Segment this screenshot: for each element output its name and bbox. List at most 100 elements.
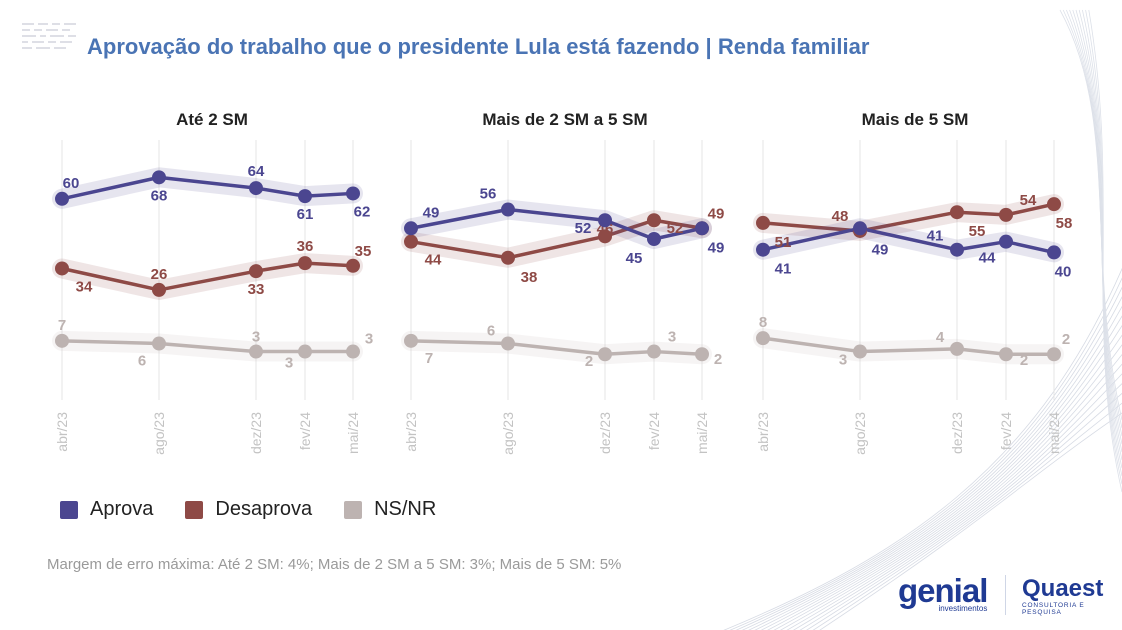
data-point-desaprova	[55, 261, 69, 276]
data-label-ns-nr: 3	[839, 352, 847, 369]
x-tick-label: ago/23	[852, 412, 868, 455]
wave-line	[773, 344, 1122, 630]
data-point-aprova	[999, 234, 1013, 249]
data-point-desaprova	[298, 256, 312, 271]
data-label-ns-nr: 3	[365, 331, 373, 348]
wave-line	[741, 296, 1122, 630]
genial-logo: genial investimentos	[898, 572, 988, 613]
panel-title: Mais de 2 SM a 5 SM	[482, 110, 647, 129]
data-label-desaprova: 51	[775, 234, 792, 251]
data-point-ns-nr	[249, 344, 263, 359]
data-point-desaprova	[152, 282, 166, 297]
panel-title: Até 2 SM	[176, 110, 248, 129]
wave-line	[819, 412, 1122, 630]
legend: Aprova Desaprova NS/NR	[60, 498, 468, 521]
x-tick-label: mai/24	[345, 412, 361, 454]
data-point-ns-nr	[695, 347, 709, 362]
data-label-ns-nr: 2	[714, 351, 722, 368]
data-label-desaprova: 33	[248, 281, 265, 298]
data-label-aprova: 56	[480, 186, 497, 203]
legend-swatch-aprova	[60, 500, 78, 519]
data-point-aprova	[152, 170, 166, 185]
data-label-ns-nr: 7	[58, 317, 66, 334]
data-point-ns-nr	[853, 344, 867, 359]
data-label-desaprova: 34	[76, 278, 93, 295]
data-point-aprova	[346, 186, 360, 201]
data-label-ns-nr: 6	[487, 323, 495, 340]
data-label-aprova: 62	[354, 203, 371, 220]
wave-line	[754, 315, 1122, 630]
wave-line	[767, 334, 1122, 630]
data-point-desaprova	[1047, 197, 1061, 212]
data-point-desaprova	[501, 250, 515, 265]
quaest-wordmark: Quaest	[1022, 575, 1104, 602]
x-tick-label: ago/23	[500, 412, 516, 455]
x-tick-label: abr/23	[403, 412, 419, 452]
data-point-ns-nr	[950, 341, 964, 356]
data-point-aprova	[695, 221, 709, 236]
x-tick-label: dez/23	[949, 412, 965, 454]
genial-subtitle: investimentos	[938, 604, 988, 613]
data-label-desaprova: 35	[355, 243, 372, 260]
legend-swatch-nsnr	[344, 500, 363, 519]
data-label-desaprova: 49	[708, 205, 725, 222]
data-label-aprova: 60	[63, 175, 80, 192]
data-point-ns-nr	[152, 336, 166, 351]
data-label-desaprova: 26	[151, 266, 168, 283]
data-point-desaprova	[999, 207, 1013, 222]
x-tick-label: dez/23	[248, 412, 264, 454]
data-point-desaprova	[950, 205, 964, 220]
data-label-aprova: 61	[297, 206, 314, 223]
genial-wordmark: genial	[898, 572, 988, 609]
data-label-ns-nr: 4	[936, 329, 945, 346]
wave-line	[1088, 9, 1122, 493]
data-point-desaprova	[756, 215, 770, 230]
data-label-ns-nr: 3	[668, 329, 676, 346]
data-label-aprova: 64	[248, 163, 265, 180]
margin-of-error-note: Margem de erro máxima: Até 2 SM: 4%; Mai…	[47, 556, 622, 573]
x-tick-label: mai/24	[694, 412, 710, 454]
wave-line	[780, 353, 1122, 630]
legend-item-nsnr: NS/NR	[344, 498, 436, 521]
legend-label: Aprova	[90, 498, 154, 520]
x-tick-label: abr/23	[755, 412, 771, 452]
data-point-aprova	[950, 242, 964, 257]
data-label-ns-nr: 2	[585, 353, 593, 370]
data-point-aprova	[647, 232, 661, 246]
data-point-ns-nr	[647, 344, 661, 359]
legend-item-aprova: Aprova	[60, 498, 153, 521]
data-point-ns-nr	[55, 333, 69, 348]
data-label-aprova: 41	[775, 261, 792, 278]
data-point-aprova	[1047, 245, 1061, 260]
data-point-desaprova	[598, 229, 612, 244]
data-label-desaprova: 38	[521, 269, 538, 286]
wave-line	[786, 363, 1122, 630]
corner-decoration	[22, 23, 76, 49]
data-point-ns-nr	[999, 347, 1013, 362]
data-point-desaprova	[249, 264, 263, 279]
data-label-ns-nr: 8	[759, 314, 767, 331]
data-label-aprova: 49	[708, 239, 725, 256]
data-label-aprova: 49	[423, 204, 440, 221]
quaest-subtitle: CONSULTORIA E PESQUISA	[1022, 602, 1085, 616]
data-point-aprova	[853, 221, 867, 236]
data-point-ns-nr	[501, 336, 515, 351]
x-tick-label: mai/24	[1046, 412, 1062, 454]
data-point-aprova	[249, 181, 263, 196]
data-label-desaprova: 48	[832, 208, 849, 225]
wave-line	[729, 277, 1122, 630]
data-point-desaprova	[346, 258, 360, 273]
data-label-ns-nr: 2	[1020, 352, 1028, 369]
wave-line	[760, 324, 1122, 630]
legend-label: NS/NR	[374, 498, 437, 520]
wave-line	[793, 373, 1122, 630]
data-point-ns-nr	[298, 344, 312, 359]
data-point-ns-nr	[598, 347, 612, 362]
data-label-ns-nr: 7	[425, 350, 433, 367]
quaest-logo: Quaest CONSULTORIA E PESQUISA	[1022, 575, 1122, 617]
wave-line	[748, 305, 1122, 630]
data-point-ns-nr	[1047, 347, 1061, 362]
data-label-desaprova: 55	[969, 223, 986, 240]
data-label-desaprova: 54	[1020, 192, 1037, 209]
